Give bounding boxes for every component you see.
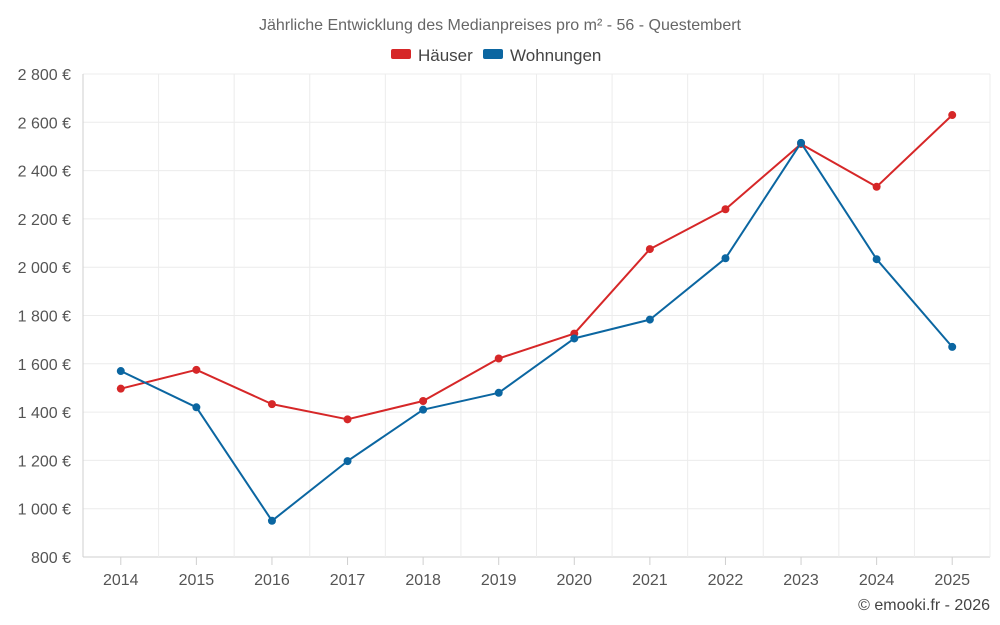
x-tick-label: 2017 [330,572,366,589]
y-tick-label: 1 800 € [18,309,71,326]
y-tick-label: 1 200 € [18,453,71,470]
x-tick-label: 2021 [632,572,668,589]
data-point-0-2015[interactable] [192,365,201,374]
data-point-1-2023[interactable] [797,138,806,147]
y-tick-label: 2 400 € [18,164,71,181]
data-point-1-2017[interactable] [343,457,352,466]
x-tick-label: 2016 [254,572,290,589]
legend-label-wohnungen: Wohnungen [510,46,601,65]
credit-text: © emooki.fr - 2026 [858,597,990,614]
x-tick-label: 2018 [405,572,441,589]
data-point-0-2018[interactable] [419,396,428,405]
data-point-0-2017[interactable] [343,415,352,424]
legend: Häuser Wohnungen [391,46,601,65]
data-point-0-2022[interactable] [721,205,730,214]
legend-item-haeuser[interactable]: Häuser [391,46,473,65]
y-tick-label: 2 600 € [18,115,71,132]
x-axis-ticks: 2014 2015 2016 2017 2018 2019 2020 2021 2022 2023… [103,557,970,589]
x-tick-label: 2014 [103,572,139,589]
legend-swatch-haeuser [391,49,411,59]
x-tick-label: 2020 [556,572,592,589]
grid [82,73,991,558]
data-point-1-2020[interactable] [570,334,579,343]
x-tick-label: 2024 [859,572,895,589]
data-point-0-2019[interactable] [494,354,503,363]
y-tick-label: 1 000 € [18,502,71,519]
data-point-1-2019[interactable] [494,388,503,397]
legend-label-haeuser: Häuser [418,46,473,65]
y-tick-label: 800 € [31,550,71,567]
series [116,111,957,525]
data-point-0-2024[interactable] [872,182,881,191]
data-point-1-2022[interactable] [721,254,730,263]
x-tick-label: 2019 [481,572,517,589]
legend-swatch-wohnungen [483,49,503,59]
series-line-0 [120,114,953,421]
data-point-1-2018[interactable] [419,405,428,414]
data-point-0-2025[interactable] [948,111,957,120]
series-line-1 [120,141,953,522]
y-tick-label: 2 200 € [18,212,71,229]
x-tick-label: 2023 [783,572,819,589]
y-tick-label: 1 600 € [18,357,71,374]
x-tick-label: 2025 [934,572,970,589]
x-tick-label: 2015 [179,572,215,589]
y-tick-label: 2 000 € [18,260,71,277]
data-point-1-2014[interactable] [116,367,125,376]
data-point-1-2025[interactable] [948,342,957,351]
x-tick-label: 2022 [708,572,744,589]
chart-title: Jährliche Entwicklung des Medianpreises … [259,17,742,34]
data-point-1-2015[interactable] [192,403,201,412]
y-tick-label: 2 800 € [18,67,71,84]
data-point-1-2021[interactable] [645,315,654,324]
data-point-0-2021[interactable] [645,245,654,254]
data-point-0-2016[interactable] [267,400,276,409]
data-point-1-2016[interactable] [267,516,276,525]
legend-item-wohnungen[interactable]: Wohnungen [483,46,601,65]
data-point-1-2024[interactable] [872,255,881,264]
y-tick-label: 1 400 € [18,405,71,422]
y-axis-ticks: 800 € 1 000 € 1 200 € 1 400 € 1 600 € 1 800 €… [18,67,71,567]
data-point-0-2014[interactable] [116,384,125,393]
